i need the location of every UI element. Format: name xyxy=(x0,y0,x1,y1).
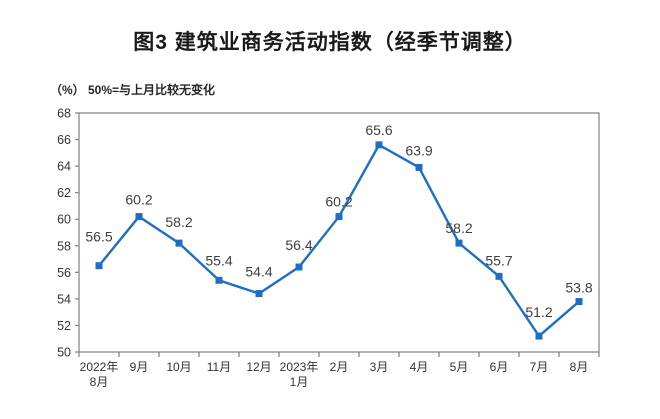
x-tick-label: 6月 xyxy=(490,360,509,374)
y-tick-label: 62 xyxy=(57,186,71,200)
data-point-marker xyxy=(415,163,423,171)
data-point-label: 58.2 xyxy=(445,220,472,236)
data-point-label: 58.2 xyxy=(165,214,192,230)
x-tick-label: 2月 xyxy=(330,360,349,374)
y-tick-label: 64 xyxy=(57,160,71,174)
x-tick-label: 5月 xyxy=(450,360,469,374)
data-point-label: 60.2 xyxy=(325,194,352,210)
data-point-label: 53.8 xyxy=(565,280,592,296)
data-point-label: 51.2 xyxy=(525,304,552,320)
data-point-label: 56.4 xyxy=(285,237,312,253)
plot-border xyxy=(78,112,600,353)
y-tick-label: 58 xyxy=(57,239,71,253)
data-point-marker xyxy=(335,213,343,221)
y-tick-label: 50 xyxy=(57,346,71,360)
data-point-marker xyxy=(95,262,103,270)
data-point-marker xyxy=(575,298,583,306)
axis-unit-note: （%） 50%=与上月比较无变化 xyxy=(50,83,216,97)
y-tick-label: 66 xyxy=(57,133,71,147)
x-tick-label: 4月 xyxy=(410,360,429,374)
data-point-marker xyxy=(215,276,223,284)
data-point-label: 60.2 xyxy=(125,192,152,208)
y-tick-label: 60 xyxy=(57,213,71,227)
x-tick-label: 2023年 1月 xyxy=(280,360,319,389)
data-point-label: 54.4 xyxy=(245,264,272,280)
x-tick-label: 12月 xyxy=(246,360,271,374)
data-point-label: 63.9 xyxy=(405,142,432,158)
chart-title: 图3 建筑业商务活动指数（经季节调整） xyxy=(133,31,527,54)
data-point-marker xyxy=(295,263,303,271)
y-tick-label: 54 xyxy=(57,292,71,306)
data-point-label: 55.4 xyxy=(205,252,232,268)
x-tick-label: 7月 xyxy=(530,360,549,374)
y-tick-label: 68 xyxy=(57,107,71,121)
data-point-marker xyxy=(535,332,543,340)
data-point-marker xyxy=(375,141,383,149)
x-tick-label: 3月 xyxy=(370,360,389,374)
x-tick-label: 11月 xyxy=(207,360,231,374)
data-point-label: 65.6 xyxy=(365,122,392,138)
y-tick-label: 52 xyxy=(57,319,71,333)
data-point-marker xyxy=(175,239,183,247)
data-point-marker xyxy=(135,213,143,221)
x-tick-label: 2022年 8月 xyxy=(80,360,119,389)
data-point-label: 56.5 xyxy=(85,229,112,245)
x-tick-label: 9月 xyxy=(130,360,149,374)
y-tick-label: 56 xyxy=(57,266,71,280)
data-point-label: 55.7 xyxy=(485,252,512,268)
series-line xyxy=(98,143,580,338)
data-point-marker xyxy=(255,290,263,298)
data-point-marker xyxy=(455,239,463,247)
x-tick-label: 10月 xyxy=(166,360,191,374)
data-point-marker xyxy=(495,272,503,280)
x-tick-label: 8月 xyxy=(570,360,589,374)
